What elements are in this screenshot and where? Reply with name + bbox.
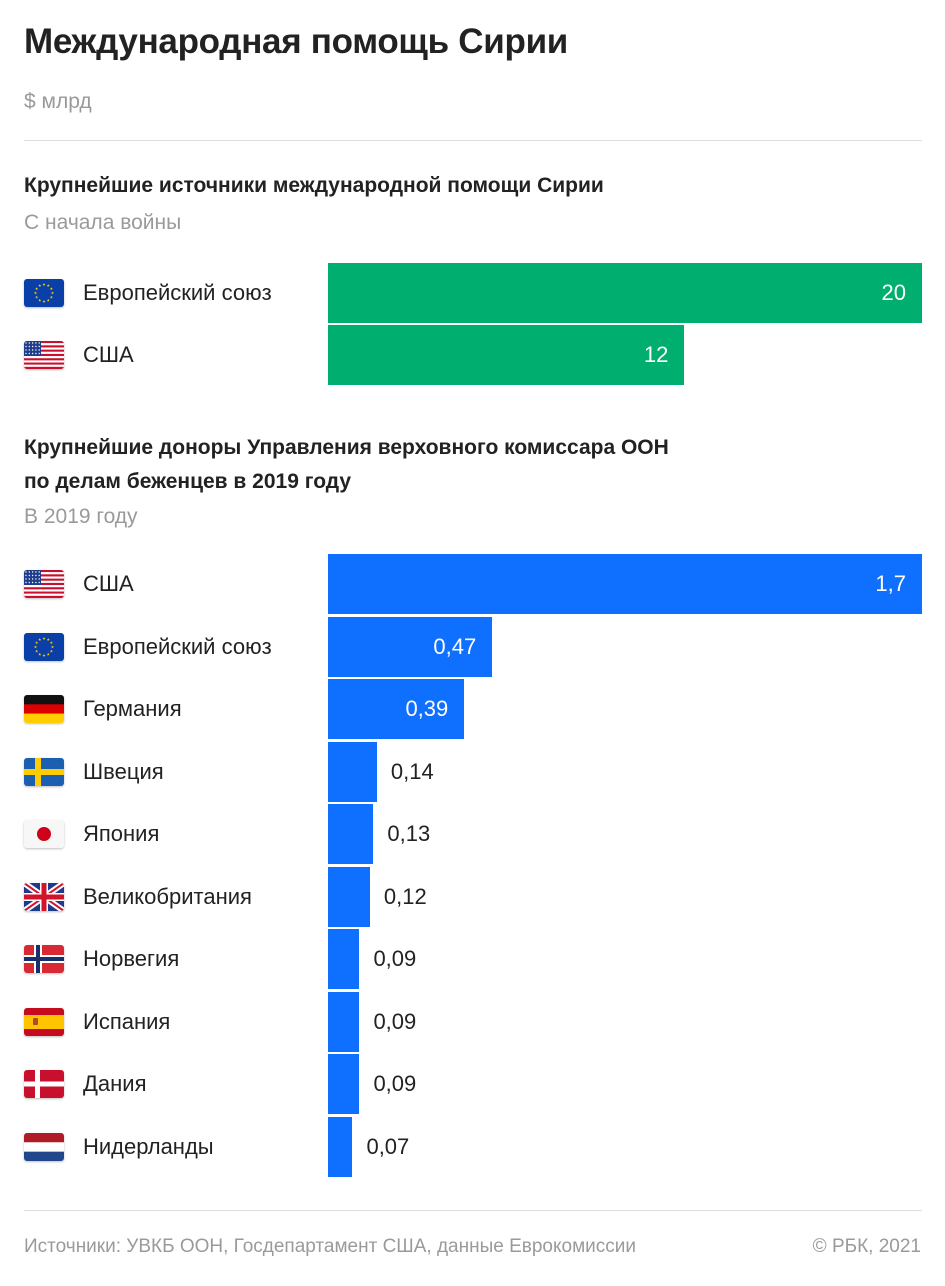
copyright: © РБК, 2021 xyxy=(812,1236,921,1257)
chart2-value-label: 0,09 xyxy=(373,1008,417,1034)
chart1-category-label: Европейский союз xyxy=(83,280,272,305)
chart2-row: Швеция 0,14 xyxy=(0,741,945,805)
chart1-bar xyxy=(328,263,922,323)
chart2-row: Дания 0,09 xyxy=(0,1054,945,1117)
chart1-value-label: 20 xyxy=(881,280,906,305)
unit-label: $ млрд xyxy=(24,90,92,113)
chart2-title-line1: Крупнейшие доноры Управления верховного … xyxy=(24,436,669,459)
chart2-bar xyxy=(328,616,493,677)
chart2-value-label: 0,14 xyxy=(390,758,434,784)
chart2-category-label: Дания xyxy=(83,1071,147,1096)
chart2-category-label: Нидерланды xyxy=(83,1133,214,1159)
chart1-row: Европейский союз 20 xyxy=(0,263,945,325)
chart2-value-label: 0,13 xyxy=(387,821,431,846)
chart2-row: Нидерланды 0,07 xyxy=(0,1116,945,1180)
chart2-value-label: 0,12 xyxy=(383,883,427,909)
denmark-flag-icon xyxy=(24,1070,64,1098)
chart1-subtitle: С начала войны xyxy=(24,211,182,234)
chart1-value-label: 12 xyxy=(643,342,669,367)
chart2-value-label: 1,7 xyxy=(875,571,906,596)
chart2-category-label: США xyxy=(83,571,134,596)
germany-flag-icon xyxy=(24,695,64,723)
us-flag-icon xyxy=(24,341,64,369)
norway-flag-icon xyxy=(24,945,64,973)
netherlands-flag-icon xyxy=(24,1132,64,1161)
chart2-bar xyxy=(328,679,465,739)
eu-flag-icon xyxy=(24,279,64,307)
chart2-bar xyxy=(328,1116,353,1177)
japan-flag-icon xyxy=(24,820,64,848)
chart2-bar xyxy=(328,991,360,1052)
chart2-value-label: 0,39 xyxy=(405,696,449,721)
chart2-value-label: 0,09 xyxy=(373,1071,417,1096)
chart2-row: Япония 0,13 xyxy=(0,804,945,867)
chart1-title: Крупнейшие источники международной помощ… xyxy=(24,174,604,197)
chart2-row: Великобритания 0,12 xyxy=(0,866,945,930)
chart2-bar xyxy=(328,866,370,927)
chart2-subtitle: В 2019 году xyxy=(24,505,138,528)
us-flag-icon xyxy=(24,570,64,598)
chart2-title-line2: по делам беженцев в 2019 году xyxy=(24,470,352,493)
chart2-row: США 1,7 xyxy=(0,554,945,617)
chart2-bar xyxy=(328,554,922,614)
chart2-bar xyxy=(328,1054,360,1114)
chart2-row: Норвегия 0,09 xyxy=(0,929,945,992)
chart2-row: Германия 0,39 xyxy=(0,679,945,742)
chart2-row: Европейский союз 0,47 xyxy=(0,616,945,680)
page-title: Международная помощь Сирии xyxy=(24,22,568,61)
chart2-category-label: Япония xyxy=(83,821,160,846)
spain-flag-icon xyxy=(24,1007,64,1036)
chart2-row: Испания 0,09 xyxy=(0,991,945,1055)
chart2-bar xyxy=(328,804,374,864)
chart2-category-label: Швеция xyxy=(83,758,164,784)
chart2-bar xyxy=(328,929,360,989)
chart2-category-label: Норвегия xyxy=(83,946,180,971)
chart1-row: США 12 xyxy=(0,325,945,387)
chart2-category-label: Германия xyxy=(83,696,182,721)
chart2-title: Крупнейшие доноры Управления верховного … xyxy=(24,431,669,499)
divider-top xyxy=(24,140,922,141)
chart2-value-label: 0,07 xyxy=(366,1133,410,1159)
chart2-value-label: 0,09 xyxy=(373,946,417,971)
chart1-category-label: США xyxy=(83,342,134,367)
sources-note: Источники: УВКБ ООН, Госдепартамент США,… xyxy=(24,1236,636,1257)
chart2-category-label: Великобритания xyxy=(83,883,252,909)
chart2-category-label: Европейский союз xyxy=(83,633,272,659)
chart1-bar xyxy=(328,325,685,385)
chart2-category-label: Испания xyxy=(83,1008,171,1034)
chart2-bar xyxy=(328,741,377,802)
eu-flag-icon xyxy=(24,632,64,661)
chart2-value-label: 0,47 xyxy=(433,633,477,659)
uk-flag-icon xyxy=(24,882,64,911)
divider-bottom xyxy=(24,1210,922,1211)
sweden-flag-icon xyxy=(24,757,64,786)
